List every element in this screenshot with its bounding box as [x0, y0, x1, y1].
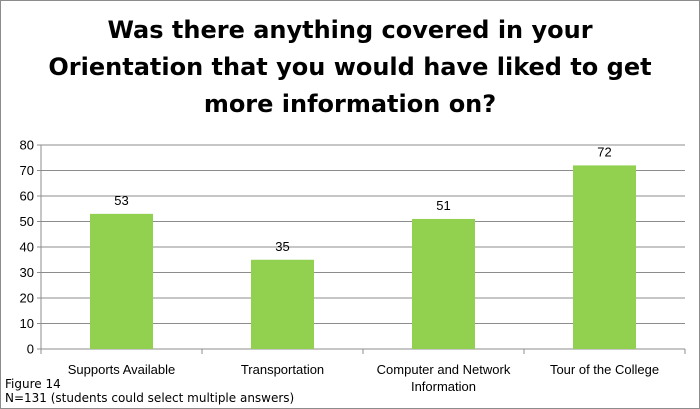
y-tick-label: 60	[20, 189, 34, 204]
chart-title-line-3: more information on?	[203, 90, 497, 118]
bar	[251, 259, 314, 349]
x-tick-label: Transportation	[241, 362, 324, 377]
chart-title-line-2: Orientation that you would have liked to…	[48, 53, 652, 81]
bar	[412, 218, 475, 349]
y-tick-label: 0	[27, 342, 34, 357]
y-tick-label: 70	[20, 163, 34, 178]
y-tick-label: 80	[20, 138, 34, 153]
x-tick-label: Information	[411, 379, 476, 394]
y-tick-label: 50	[20, 214, 34, 229]
bar	[90, 213, 153, 349]
data-label: 72	[597, 144, 611, 159]
figure-label: Figure 14	[5, 377, 61, 391]
chart-title-line-1: Was there anything covered in your	[107, 16, 593, 44]
y-tick-label: 20	[20, 291, 34, 306]
y-tick-label: 10	[20, 316, 34, 331]
bar	[573, 165, 636, 349]
x-tick-label: Computer and Network	[377, 362, 511, 377]
x-tick-label: Tour of the College	[550, 362, 659, 377]
sample-note: N=131 (students could select multiple an…	[5, 391, 295, 405]
data-label: 53	[114, 193, 128, 208]
y-tick-label: 40	[20, 240, 34, 255]
data-label: 51	[436, 198, 450, 213]
chart-title: Was there anything covered in your Orien…	[20, 12, 680, 123]
data-label: 35	[275, 239, 289, 254]
x-tick-label: Supports Available	[68, 362, 175, 377]
y-tick-label: 30	[20, 265, 34, 280]
